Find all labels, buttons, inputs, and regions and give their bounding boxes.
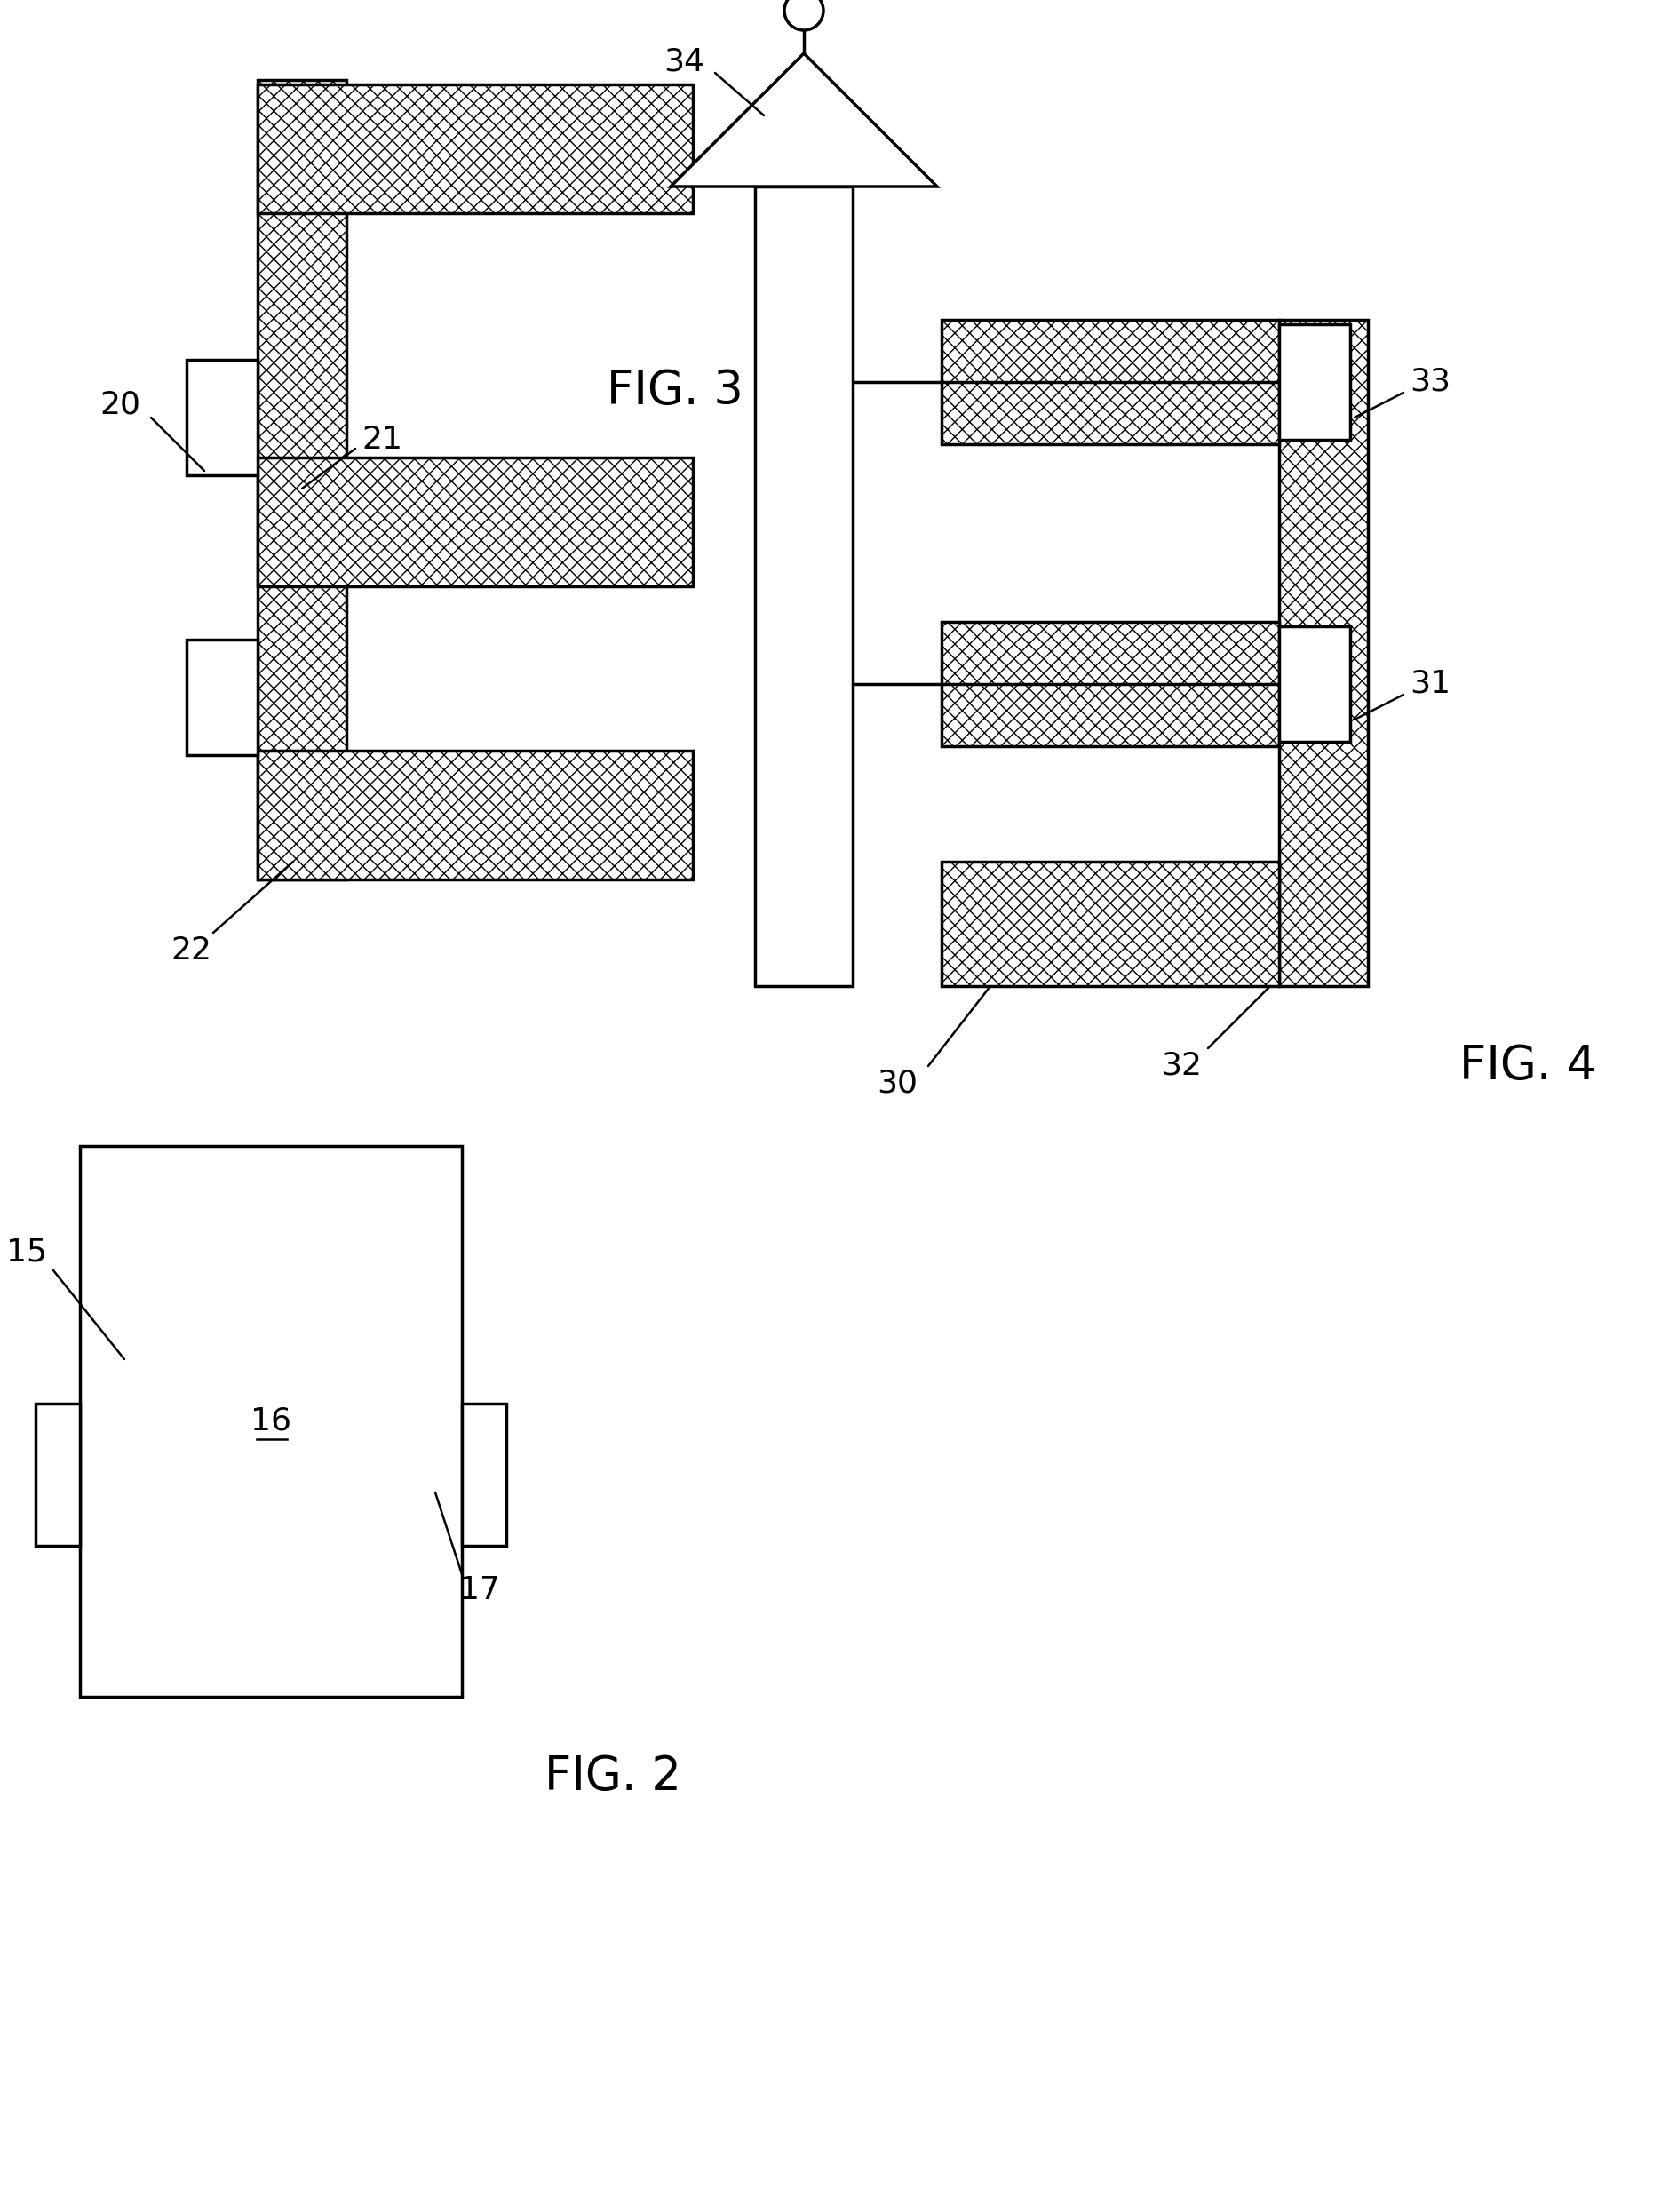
Text: 31: 31 (1410, 668, 1451, 699)
Circle shape (785, 0, 823, 31)
Text: FIG. 4: FIG. 4 (1459, 1042, 1597, 1088)
Text: 16: 16 (250, 1407, 292, 1436)
Text: 17: 17 (459, 1575, 500, 1606)
Bar (941, 863, 1280, 987)
Bar (186, 639, 258, 754)
Text: 33: 33 (1410, 367, 1451, 398)
Bar (258, 750, 693, 880)
Text: 34: 34 (664, 46, 704, 77)
Polygon shape (671, 53, 937, 186)
Bar (258, 80, 347, 880)
Text: 15: 15 (7, 1237, 47, 1267)
Text: FIG. 3: FIG. 3 (607, 367, 743, 414)
Bar (941, 622, 1280, 745)
Text: 30: 30 (877, 1068, 917, 1099)
Bar (461, 1405, 506, 1546)
Text: 22: 22 (171, 936, 211, 967)
Text: 20: 20 (99, 389, 141, 420)
Text: FIG. 2: FIG. 2 (545, 1754, 681, 1801)
Bar (258, 458, 693, 586)
Text: 21: 21 (362, 425, 402, 456)
Bar (1280, 325, 1350, 440)
Bar (941, 321, 1280, 445)
Bar (35, 1405, 80, 1546)
Bar (186, 361, 258, 476)
Bar (1280, 626, 1350, 741)
Bar (1280, 321, 1368, 987)
Bar (258, 84, 693, 212)
Bar (80, 1146, 461, 1697)
Bar (755, 186, 852, 987)
Text: 32: 32 (1160, 1051, 1202, 1082)
